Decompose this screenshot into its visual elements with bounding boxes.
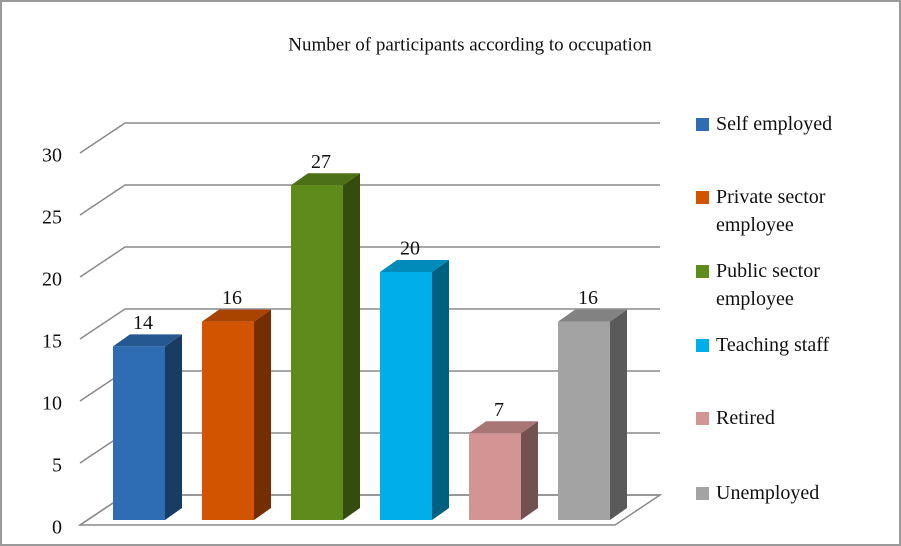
y-tick-label: 0 <box>52 517 62 539</box>
legend-swatch <box>696 118 709 131</box>
legend-swatch <box>696 487 709 500</box>
data-label: 16 <box>578 287 598 309</box>
legend-swatch <box>696 191 709 204</box>
y-tick-label: 10 <box>42 393 62 415</box>
bar <box>558 321 610 520</box>
y-tick-label: 30 <box>42 145 62 167</box>
bar-side <box>343 173 360 520</box>
legend-swatch <box>696 412 709 425</box>
grid-line <box>79 122 660 154</box>
legend-entry: Unemployed <box>696 479 876 507</box>
legend-swatch <box>696 265 709 278</box>
bar-top <box>469 421 538 434</box>
bar <box>113 346 165 520</box>
legend-entry: Teaching staff <box>696 331 876 359</box>
legend-label: Public sector employee <box>716 260 820 310</box>
legend-label: Self employed <box>716 113 833 135</box>
legend-label: Private sector employee <box>716 186 826 236</box>
legend-entry: Public sector employee <box>696 257 876 313</box>
bar-side <box>432 260 449 520</box>
y-tick-label: 15 <box>42 331 62 353</box>
data-label: 27 <box>311 151 331 173</box>
data-label: 20 <box>400 238 420 260</box>
legend-label: Unemployed <box>716 482 820 504</box>
legend-label: Retired <box>716 407 775 429</box>
grid-line <box>79 308 660 340</box>
bar-side <box>521 421 538 520</box>
legend-label: Teaching staff <box>716 334 830 356</box>
y-tick-label: 20 <box>42 269 62 291</box>
bar-top <box>380 260 449 272</box>
bar-top <box>291 173 360 186</box>
y-tick-label: 5 <box>52 455 62 477</box>
legend-entry: Retired <box>696 404 876 432</box>
grid-line <box>79 246 660 278</box>
bar-top <box>202 309 271 322</box>
bar-top <box>113 334 182 347</box>
bar-top <box>558 309 627 322</box>
data-label: 7 <box>494 399 504 421</box>
legend-swatch <box>696 339 709 352</box>
y-tick-label: 25 <box>42 207 62 229</box>
data-label: 16 <box>222 287 242 309</box>
bar <box>202 321 254 520</box>
grid-line <box>79 184 660 216</box>
data-label: 14 <box>133 312 153 334</box>
bar <box>469 433 521 520</box>
bar-side <box>165 334 182 520</box>
chart-title: Number of participants according to occu… <box>288 34 652 55</box>
bar <box>380 272 432 520</box>
bar-side <box>610 309 627 520</box>
bar <box>291 185 343 520</box>
bar-side <box>254 309 271 520</box>
legend-entry: Self employed <box>696 110 876 138</box>
legend-entry: Private sector employee <box>696 183 876 239</box>
